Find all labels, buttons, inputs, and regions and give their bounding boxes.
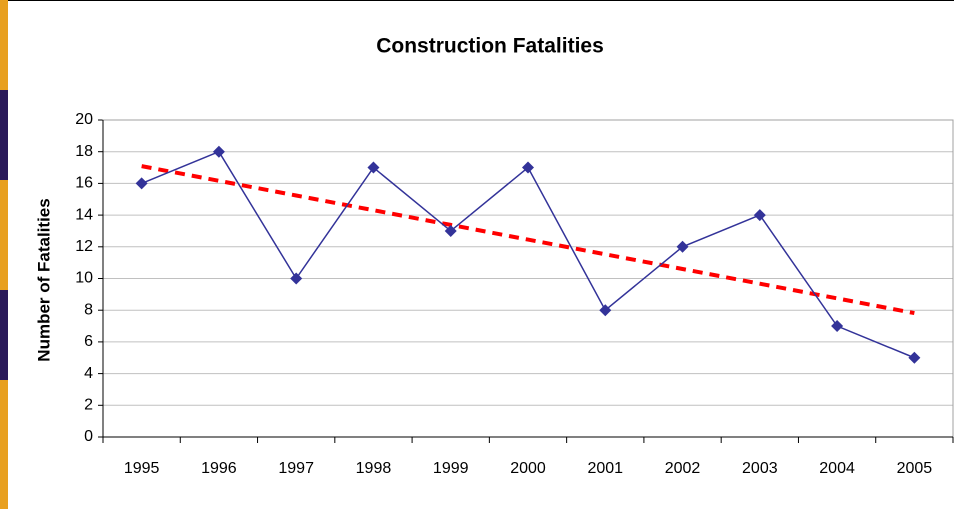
data-point	[831, 320, 844, 333]
trendline	[141, 164, 915, 316]
data-point	[212, 145, 225, 158]
data-point	[753, 209, 766, 222]
data-point	[444, 224, 457, 237]
chart-title: Construction Fatalities	[376, 35, 604, 58]
y-tick-label: 16	[75, 175, 93, 192]
data-point	[135, 177, 148, 190]
x-tick-label: 2002	[665, 460, 701, 477]
data-point	[367, 161, 380, 174]
y-tick-label: 18	[75, 143, 93, 160]
y-tick-label: 4	[84, 365, 93, 382]
data-point	[290, 272, 303, 285]
side-strip	[0, 0, 8, 509]
x-tick-label: 2000	[510, 460, 546, 477]
y-tick-label: 14	[75, 206, 93, 223]
y-tick-label: 6	[84, 333, 93, 350]
x-tick-label: 2005	[897, 460, 933, 477]
y-tick-label: 2	[84, 397, 93, 414]
x-tick-label: 1999	[433, 460, 469, 477]
y-tick-label: 8	[84, 301, 93, 318]
x-tick-label: 2004	[819, 460, 855, 477]
x-tick-label: 1995	[124, 460, 160, 477]
side-strip-dark	[0, 290, 8, 380]
data-point	[522, 161, 534, 174]
x-tick-label: 1997	[278, 460, 314, 477]
x-tick-label: 2001	[587, 460, 623, 477]
y-axis-label: Number of Fatalities	[34, 198, 53, 361]
x-tick-label: 1996	[201, 460, 237, 477]
x-tick-label: 1998	[356, 460, 392, 477]
x-tick-label: 2003	[742, 460, 778, 477]
y-tick-label: 12	[75, 238, 93, 255]
data-point	[599, 304, 612, 317]
y-tick-label: 10	[75, 270, 93, 287]
y-tick-label: 0	[84, 428, 93, 445]
data-point	[908, 351, 921, 364]
series-line	[141, 150, 915, 359]
side-strip-dark	[0, 90, 8, 180]
y-tick-label: 20	[75, 111, 93, 128]
data-point	[676, 240, 689, 253]
